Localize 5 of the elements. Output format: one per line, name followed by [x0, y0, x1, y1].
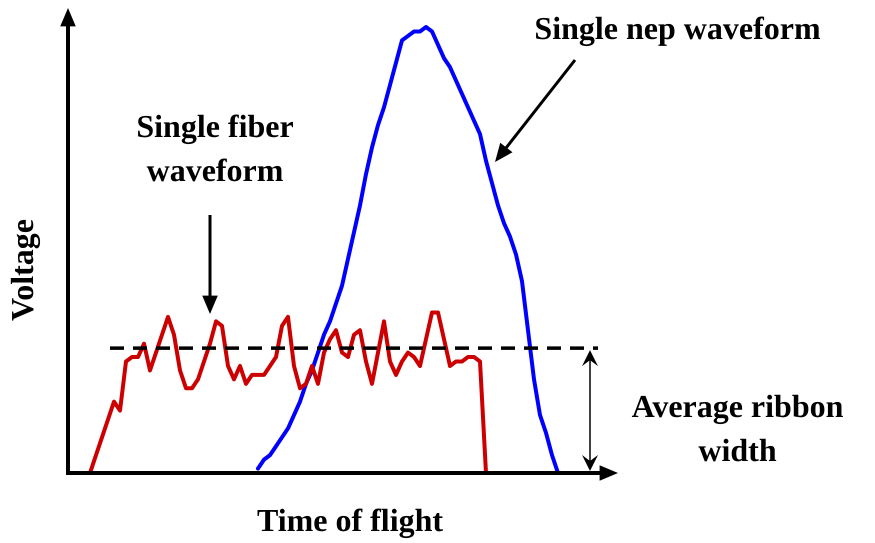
x-axis-title: Time of flight: [256, 501, 444, 540]
y-axis-title: Voltage: [3, 218, 41, 323]
ref-line-label: Average ribbon width: [630, 387, 844, 470]
text: Single fiber waveform: [135, 107, 295, 190]
text: Single nep waveform: [533, 9, 822, 48]
